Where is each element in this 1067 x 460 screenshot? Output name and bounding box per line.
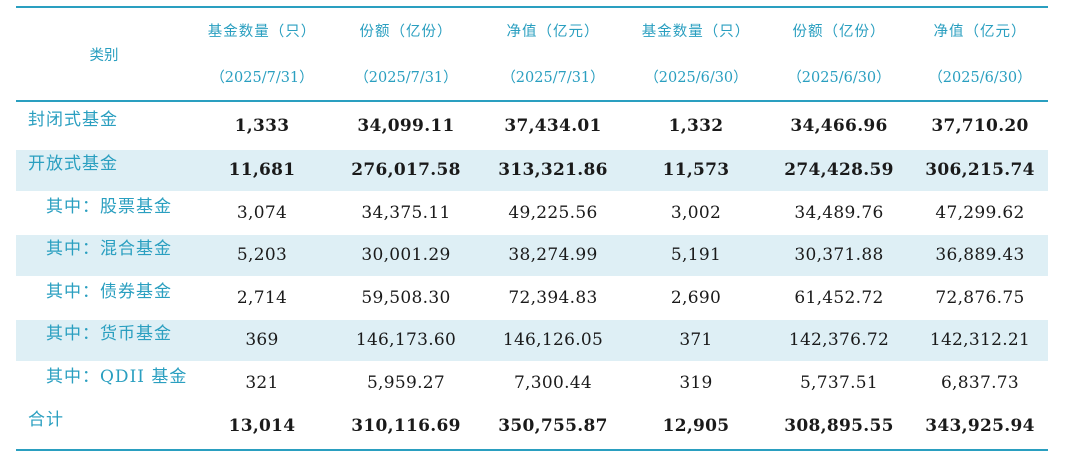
table-cell: 371 [679, 330, 713, 350]
table-cell: 321 [245, 373, 279, 393]
table-cell: 72,394.83 [508, 288, 598, 308]
table-cell: 319 [679, 373, 713, 393]
table-cell: 3,002 [670, 203, 722, 223]
category-header: 类别 [89, 48, 119, 64]
table-top-rule [16, 6, 1048, 8]
table-cell: 343,925.94 [925, 416, 1035, 436]
table-cell: 5,203 [236, 245, 288, 265]
table-cell: 59,508.30 [361, 288, 451, 308]
fund-statistics-table: 类别 基金数量（只） （2025/7/31） 份额（亿份） （2025/7/31… [16, 6, 1048, 451]
table-cell: 308,895.55 [784, 416, 894, 436]
column-header-label: 份额（亿份） [792, 24, 886, 40]
table-cell: 11,573 [662, 160, 730, 180]
column-header-date: （2025/7/31） [354, 70, 458, 86]
table-cell: 276,017.58 [351, 160, 461, 180]
table-cell: 47,299.62 [935, 203, 1025, 223]
table-cell: 13,014 [228, 416, 296, 436]
column-header-date: （2025/6/30） [787, 70, 891, 86]
column-header-date: （2025/7/31） [501, 70, 605, 86]
row-label: 其中：货币基金 [46, 324, 172, 344]
table-cell: 5,959.27 [366, 373, 446, 393]
table-cell: 37,710.20 [931, 116, 1029, 136]
table-cell: 3,074 [236, 203, 288, 223]
table-cell: 142,312.21 [929, 330, 1031, 350]
table-cell: 30,371.88 [794, 245, 884, 265]
table-cell: 2,714 [236, 288, 288, 308]
table-row-closed-end: 封闭式基金 1,333 34,099.11 37,434.01 1,332 34… [16, 106, 1048, 147]
table-cell: 30,001.29 [361, 245, 451, 265]
column-header-date: （2025/7/31） [210, 70, 314, 86]
table-cell: 146,173.60 [355, 330, 457, 350]
table-cell: 61,452.72 [794, 288, 884, 308]
table-cell: 146,126.05 [502, 330, 604, 350]
table-row-equity: 其中：股票基金 3,074 34,375.11 49,225.56 3,002 … [16, 193, 1048, 234]
row-label: 其中：混合基金 [46, 239, 172, 259]
table-cell: 274,428.59 [784, 160, 894, 180]
table-row-bond: 其中：债券基金 2,714 59,508.30 72,394.83 2,690 … [16, 278, 1048, 319]
table-cell: 34,375.11 [361, 203, 451, 223]
row-label: 其中：股票基金 [46, 197, 172, 217]
table-cell: 72,876.75 [935, 288, 1025, 308]
table-cell: 313,321.86 [498, 160, 608, 180]
table-cell: 11,681 [228, 160, 296, 180]
table-cell: 350,755.87 [498, 416, 608, 436]
column-header-date: （2025/6/30） [644, 70, 748, 86]
table-cell: 2,690 [670, 288, 722, 308]
table-row-total: 合计 13,014 310,116.69 350,755.87 12,905 3… [16, 406, 1048, 447]
column-header-label: 净值（亿元） [506, 24, 600, 40]
table-cell: 5,191 [670, 245, 722, 265]
table-cell: 34,466.96 [790, 116, 888, 136]
table-cell: 49,225.56 [508, 203, 598, 223]
table-cell: 5,737.51 [799, 373, 879, 393]
column-header-label: 净值（亿元） [933, 24, 1027, 40]
table-cell: 142,376.72 [788, 330, 890, 350]
row-label: 合计 [28, 410, 64, 430]
header-rule [16, 100, 1048, 102]
column-header-label: 基金数量（只） [207, 24, 317, 40]
table-row-hybrid: 其中：混合基金 5,203 30,001.29 38,274.99 5,191 … [16, 235, 1048, 276]
table-row-money-market: 其中：货币基金 369 146,173.60 146,126.05 371 14… [16, 320, 1048, 361]
table-cell: 306,215.74 [925, 160, 1035, 180]
column-header-label: 份额（亿份） [359, 24, 453, 40]
table-bottom-rule [16, 449, 1048, 451]
row-label: 开放式基金 [28, 154, 118, 174]
table-row-qdii: 其中：QDII 基金 321 5,959.27 7,300.44 319 5,7… [16, 363, 1048, 404]
column-header-label: 基金数量（只） [641, 24, 751, 40]
column-header-date: （2025/6/30） [928, 70, 1032, 86]
row-label: 封闭式基金 [28, 110, 118, 130]
table-cell: 34,489.76 [794, 203, 884, 223]
table-cell: 12,905 [662, 416, 730, 436]
row-label: 其中：QDII 基金 [46, 367, 188, 387]
table-cell: 7,300.44 [513, 373, 593, 393]
table-cell: 36,889.43 [935, 245, 1025, 265]
table-cell: 6,837.73 [940, 373, 1020, 393]
row-label: 其中：债券基金 [46, 282, 172, 302]
table-row-open-end: 开放式基金 11,681 276,017.58 313,321.86 11,57… [16, 150, 1048, 191]
table-cell: 34,099.11 [357, 116, 455, 136]
table-cell: 310,116.69 [351, 416, 461, 436]
table-cell: 37,434.01 [504, 116, 602, 136]
table-cell: 38,274.99 [508, 245, 598, 265]
table-cell: 1,332 [668, 116, 724, 136]
table-cell: 1,333 [234, 116, 290, 136]
table-cell: 369 [245, 330, 279, 350]
